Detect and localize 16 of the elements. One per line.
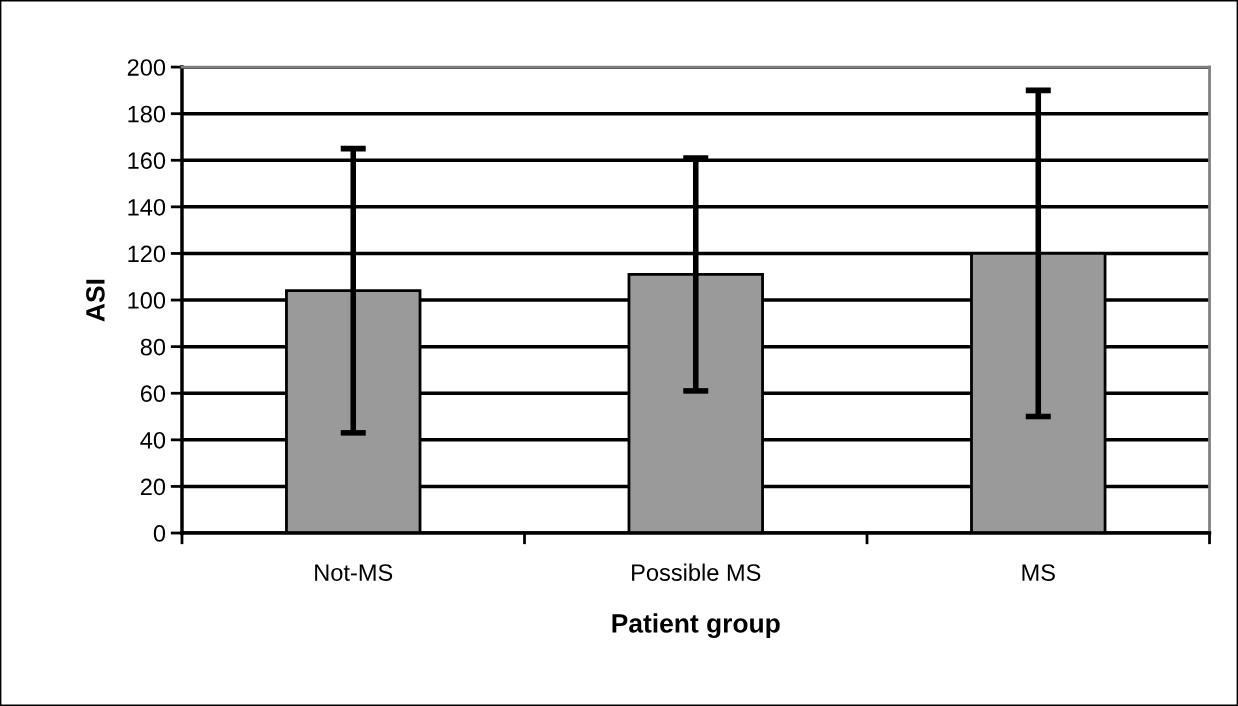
y-tick-label: 0 xyxy=(153,525,166,542)
y-tick-label: 20 xyxy=(140,478,166,496)
x-tick-label: MS xyxy=(1022,564,1055,581)
y-tick-label: 180 xyxy=(128,105,166,123)
y-tick-label: 100 xyxy=(128,292,166,309)
x-axis-title: Patient group xyxy=(612,613,780,639)
y-axis-title: ASI xyxy=(86,279,105,322)
y-tick-label: 140 xyxy=(128,198,166,216)
y-tick-label: 120 xyxy=(128,245,166,263)
x-tick-label: Possible MS xyxy=(632,563,761,581)
y-tick-label: 40 xyxy=(140,431,166,449)
y-tick-label: 60 xyxy=(140,385,166,403)
y-tick-label: 160 xyxy=(128,152,166,170)
y-tick-label: 200 xyxy=(127,59,166,76)
x-tick-label: Not-MS xyxy=(315,564,393,581)
y-tick-label: 80 xyxy=(140,338,166,356)
